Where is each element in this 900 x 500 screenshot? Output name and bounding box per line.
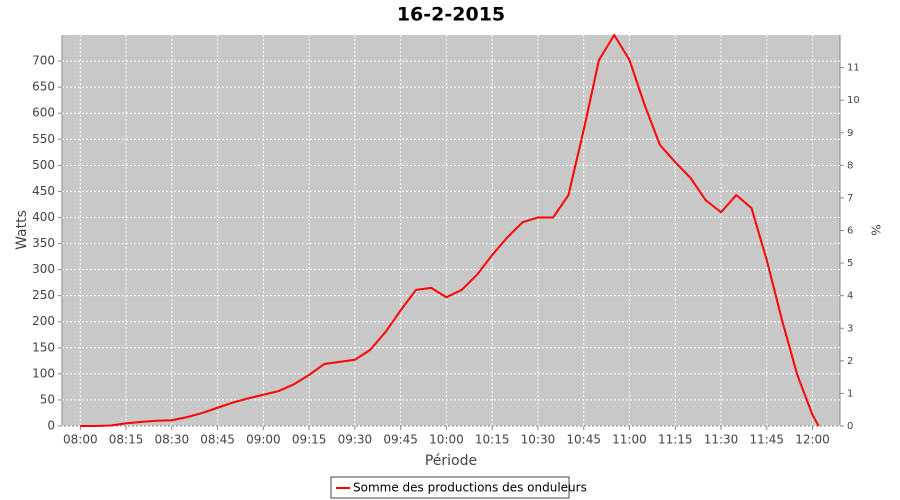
x-tick-label: 08:30 [155, 433, 190, 447]
y2-tick-label: 3 [847, 323, 853, 334]
x-tick-label: 12:00 [795, 433, 830, 447]
y-tick-label: 450 [32, 184, 55, 198]
x-tick-label: 08:45 [200, 433, 235, 447]
chart-title: 16-2-2015 [397, 4, 505, 26]
y-tick-label: 0 [47, 419, 55, 433]
y-tick-label: 400 [32, 210, 55, 224]
y2-tick-label: 6 [847, 226, 853, 237]
y-tick-label: 100 [32, 366, 55, 380]
y2-tick-label: 7 [847, 193, 853, 204]
x-tick-label: 09:30 [338, 433, 373, 447]
y2-tick-label: 0 [847, 421, 853, 432]
x-tick-label: 09:45 [383, 433, 418, 447]
legend [330, 476, 570, 499]
x-tick-label: 10:45 [566, 433, 601, 447]
x-tick-label: 11:15 [658, 433, 693, 447]
y-axis-label: Watts [14, 210, 30, 250]
x-tick-label: 10:15 [475, 433, 510, 447]
y-tick-label: 650 [32, 80, 55, 94]
x-tick-label: 10:30 [521, 433, 556, 447]
y2-tick-label: 11 [847, 63, 860, 74]
y2-tick-label: 5 [847, 258, 853, 269]
y2-tick-label: 4 [847, 291, 853, 302]
y-tick-label: 550 [32, 132, 55, 146]
x-tick-label: 11:45 [749, 433, 784, 447]
y-tick-label: 150 [32, 340, 55, 354]
x-axis-label: Période [425, 453, 477, 469]
y-tick-label: 700 [32, 54, 55, 68]
x-tick-label: 08:00 [63, 433, 98, 447]
x-tick-label: 11:30 [704, 433, 739, 447]
y2-tick-label: 2 [847, 356, 853, 367]
y2-tick-label: 1 [847, 388, 853, 399]
y2-tick-label: 9 [847, 128, 853, 139]
y2-tick-label: 10 [847, 95, 860, 106]
y-tick-label: 500 [32, 158, 55, 172]
y-tick-label: 300 [32, 262, 55, 276]
x-tick-label: 08:15 [109, 433, 144, 447]
y2-tick-label: 8 [847, 160, 853, 171]
x-tick-label: 09:00 [246, 433, 281, 447]
plot-area [62, 35, 840, 426]
y-tick-label: 350 [32, 236, 55, 250]
y-tick-label: 600 [32, 106, 55, 120]
y-tick-label: 200 [32, 314, 55, 328]
x-tick-label: 09:15 [292, 433, 327, 447]
series-line [80, 34, 820, 427]
x-tick-label: 11:00 [612, 433, 647, 447]
y2-axis-label: % [869, 224, 883, 235]
legend-label: Somme des productions des onduleurs [353, 481, 587, 495]
x-tick-label: 10:00 [429, 433, 464, 447]
y-tick-label: 50 [40, 392, 55, 406]
y-tick-label: 250 [32, 288, 55, 302]
